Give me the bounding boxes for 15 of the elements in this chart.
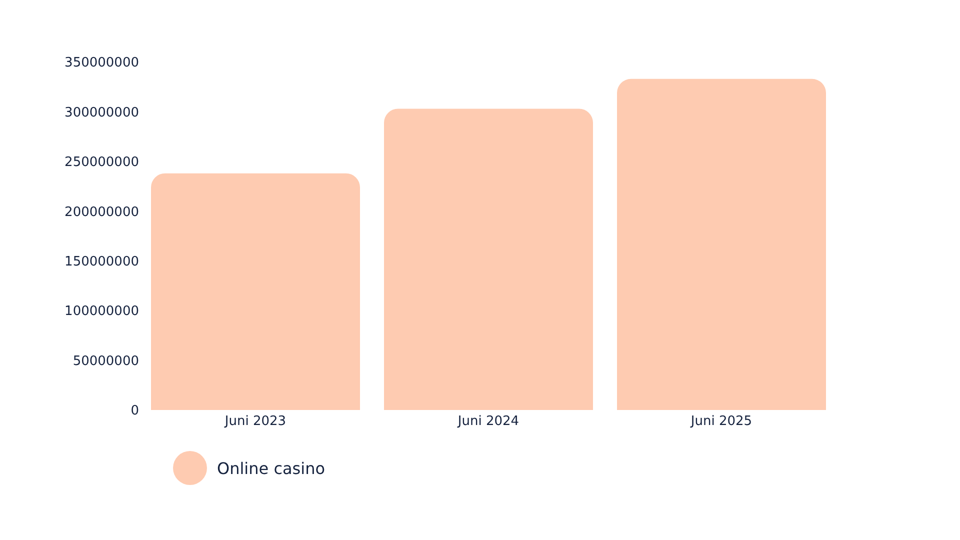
y-tick-label: 0 [130, 404, 139, 419]
y-tick-label: 250000000 [64, 155, 139, 170]
legend-label: Online casino [217, 458, 326, 478]
y-tick-label: 50000000 [72, 354, 139, 369]
y-tick-label: 200000000 [64, 204, 139, 220]
x-tick-label: Juni 2025 [690, 414, 752, 430]
y-tick-label: 300000000 [64, 105, 139, 120]
bar [151, 173, 360, 410]
bar [617, 78, 826, 410]
y-tick-label: 100000000 [64, 304, 139, 320]
y-tick-label: 150000000 [64, 254, 139, 270]
bar [384, 108, 593, 410]
x-tick-label: Juni 2023 [224, 414, 286, 430]
y-tick-label: 350000000 [64, 56, 139, 71]
x-tick-label: Juni 2024 [456, 414, 520, 430]
